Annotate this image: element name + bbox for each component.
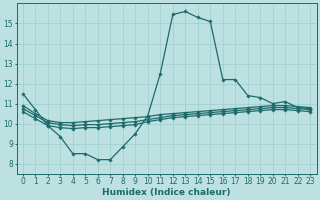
- X-axis label: Humidex (Indice chaleur): Humidex (Indice chaleur): [102, 188, 231, 197]
